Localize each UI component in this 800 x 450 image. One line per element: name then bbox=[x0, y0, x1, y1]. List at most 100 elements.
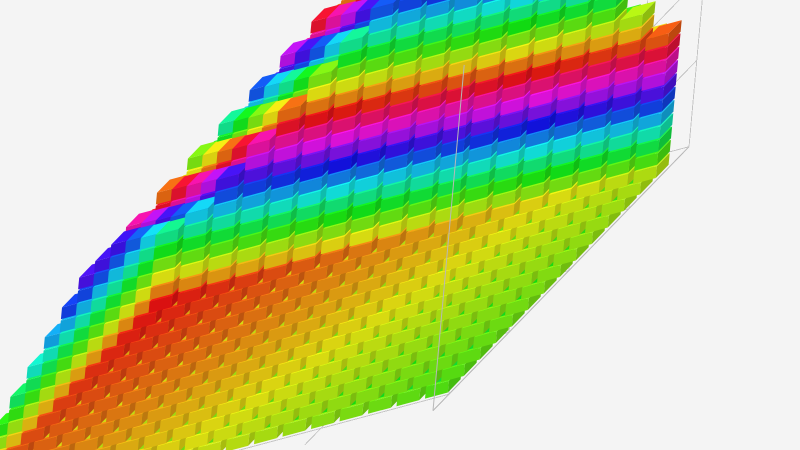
voxel-face bbox=[150, 380, 175, 399]
voxel-face bbox=[90, 421, 114, 439]
voxel-face bbox=[182, 347, 207, 366]
voxel-face bbox=[277, 359, 301, 377]
voxel-face bbox=[216, 399, 241, 418]
voxel-face bbox=[51, 445, 70, 450]
voxel-face bbox=[359, 361, 383, 380]
voxel-face bbox=[375, 345, 399, 363]
voxel-face bbox=[200, 416, 225, 434]
voxel-face bbox=[241, 417, 266, 436]
voxel-face bbox=[220, 374, 244, 393]
grid-line bbox=[688, 0, 703, 147]
voxel-face bbox=[68, 378, 93, 396]
voxel-face bbox=[93, 395, 118, 414]
voxel-face bbox=[254, 426, 278, 445]
voxel-face bbox=[172, 423, 196, 442]
voxel-face bbox=[343, 378, 367, 396]
voxel-face bbox=[213, 425, 237, 443]
voxel-face bbox=[163, 389, 187, 408]
voxel-face bbox=[207, 365, 232, 384]
voxel-face bbox=[229, 408, 253, 427]
voxel-face bbox=[36, 411, 61, 429]
voxel-face bbox=[286, 393, 310, 412]
voxel-face bbox=[131, 422, 155, 441]
voxel-face bbox=[191, 381, 216, 400]
voxel-face bbox=[232, 383, 257, 401]
voxel-face bbox=[61, 428, 86, 447]
voxel-face bbox=[350, 327, 374, 346]
voxel-face bbox=[334, 343, 358, 362]
voxel-face bbox=[298, 402, 323, 421]
voxel-face bbox=[109, 379, 134, 398]
voxel-face bbox=[179, 373, 203, 391]
voxel-face bbox=[400, 363, 424, 381]
voxel-face bbox=[368, 396, 392, 414]
voxel-face bbox=[147, 406, 171, 424]
voxel-face bbox=[252, 341, 276, 360]
voxel-face bbox=[314, 385, 339, 404]
voxel-face bbox=[156, 440, 180, 450]
voxel-face bbox=[293, 342, 317, 361]
voxel-face bbox=[97, 446, 111, 450]
voxel-face bbox=[225, 434, 250, 450]
voxel-face bbox=[444, 338, 469, 357]
voxel-face bbox=[282, 418, 307, 437]
voxel-face bbox=[305, 351, 330, 370]
voxel-face bbox=[412, 371, 437, 390]
grid-line bbox=[238, 393, 450, 450]
voxel-face bbox=[102, 430, 127, 448]
voxel-face bbox=[138, 371, 162, 390]
voxel-face bbox=[204, 390, 228, 409]
voxel-bars bbox=[0, 0, 682, 450]
voxel-face bbox=[330, 369, 355, 388]
voxel-face bbox=[387, 354, 412, 372]
voxel-face bbox=[159, 414, 184, 433]
voxel-face bbox=[195, 356, 219, 375]
voxel-face bbox=[122, 388, 146, 406]
voxel-face bbox=[115, 439, 139, 450]
voxel-face bbox=[236, 357, 260, 376]
voxel-face bbox=[245, 392, 269, 410]
voxel-face bbox=[84, 361, 109, 380]
voxel-face bbox=[106, 404, 130, 423]
voxel-face bbox=[384, 379, 408, 398]
voxel-face bbox=[264, 350, 289, 368]
voxel-face bbox=[460, 322, 485, 341]
voxel-face bbox=[321, 335, 346, 353]
voxel-face bbox=[81, 386, 105, 405]
voxel-face bbox=[489, 314, 513, 333]
voxel-face bbox=[346, 352, 371, 371]
voxel-face bbox=[318, 360, 342, 379]
voxel-face bbox=[441, 364, 465, 383]
voxel-face bbox=[188, 407, 212, 426]
voxel-face bbox=[134, 397, 159, 415]
voxel-face bbox=[197, 441, 221, 450]
voxel-face bbox=[273, 384, 298, 403]
voxel-face bbox=[289, 368, 314, 386]
voxel-face bbox=[257, 401, 282, 419]
voxel-face bbox=[457, 347, 481, 366]
voxel-face bbox=[141, 346, 166, 365]
voxel-face bbox=[391, 328, 415, 347]
voxel-face bbox=[473, 331, 497, 350]
voxel-face bbox=[52, 394, 77, 413]
voxel-face bbox=[77, 412, 102, 431]
voxel-face bbox=[339, 403, 364, 422]
voxel-face bbox=[143, 447, 152, 450]
voxel-face bbox=[154, 355, 178, 373]
voxel-face bbox=[270, 409, 294, 428]
voxel-face bbox=[170, 338, 194, 357]
voxel-face bbox=[396, 388, 421, 407]
voxel-face bbox=[143, 431, 168, 450]
voxel-face bbox=[49, 419, 73, 438]
voxel-face bbox=[355, 387, 380, 405]
voxel-face bbox=[184, 432, 209, 450]
voxel-face bbox=[403, 337, 428, 356]
voxel-face bbox=[223, 348, 248, 367]
voxel-face bbox=[425, 380, 449, 399]
voxel-face bbox=[65, 403, 89, 422]
voxel-face bbox=[428, 355, 453, 374]
voxel-face bbox=[166, 364, 191, 382]
voxel-face bbox=[97, 370, 121, 389]
